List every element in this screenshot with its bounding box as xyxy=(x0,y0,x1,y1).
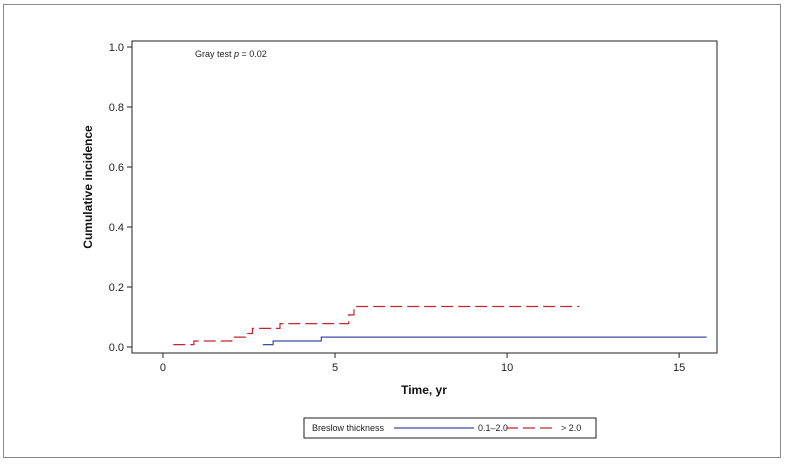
y-tick-label: 0.0 xyxy=(109,342,124,354)
x-tick-label: 5 xyxy=(332,362,338,374)
y-tick-label: 0.6 xyxy=(109,162,124,174)
series-line-1 xyxy=(262,336,707,346)
plot-area xyxy=(131,40,718,354)
y-tick-label: 1.0 xyxy=(109,42,124,54)
annotation-prefix: Gray test xyxy=(195,49,234,59)
series-line-2 xyxy=(173,305,580,346)
y-tick-label: 0.8 xyxy=(109,102,124,114)
legend-label-series-1: 0.1–2.0 xyxy=(478,423,508,433)
gray-test-annotation: Gray test p = 0.02 xyxy=(195,49,267,59)
y-tick-label: 0.4 xyxy=(109,222,124,234)
x-axis-title: Time, yr xyxy=(401,383,447,397)
y-axis-title: Cumulative incidence xyxy=(81,125,95,249)
y-tick-label: 0.2 xyxy=(109,282,124,294)
annotation-suffix: = 0.02 xyxy=(239,49,267,59)
annotation-variable: p xyxy=(233,49,239,59)
x-tick-label: 10 xyxy=(501,362,513,374)
legend-label-series-2: > 2.0 xyxy=(561,423,581,433)
legend-title: Breslow thickness xyxy=(312,423,385,433)
figure-frame xyxy=(3,4,781,458)
x-tick-label: 15 xyxy=(673,362,685,374)
x-tick-label: 0 xyxy=(160,362,166,374)
legend: Breslow thickness 0.1–2.0 > 2.0 xyxy=(303,417,597,439)
